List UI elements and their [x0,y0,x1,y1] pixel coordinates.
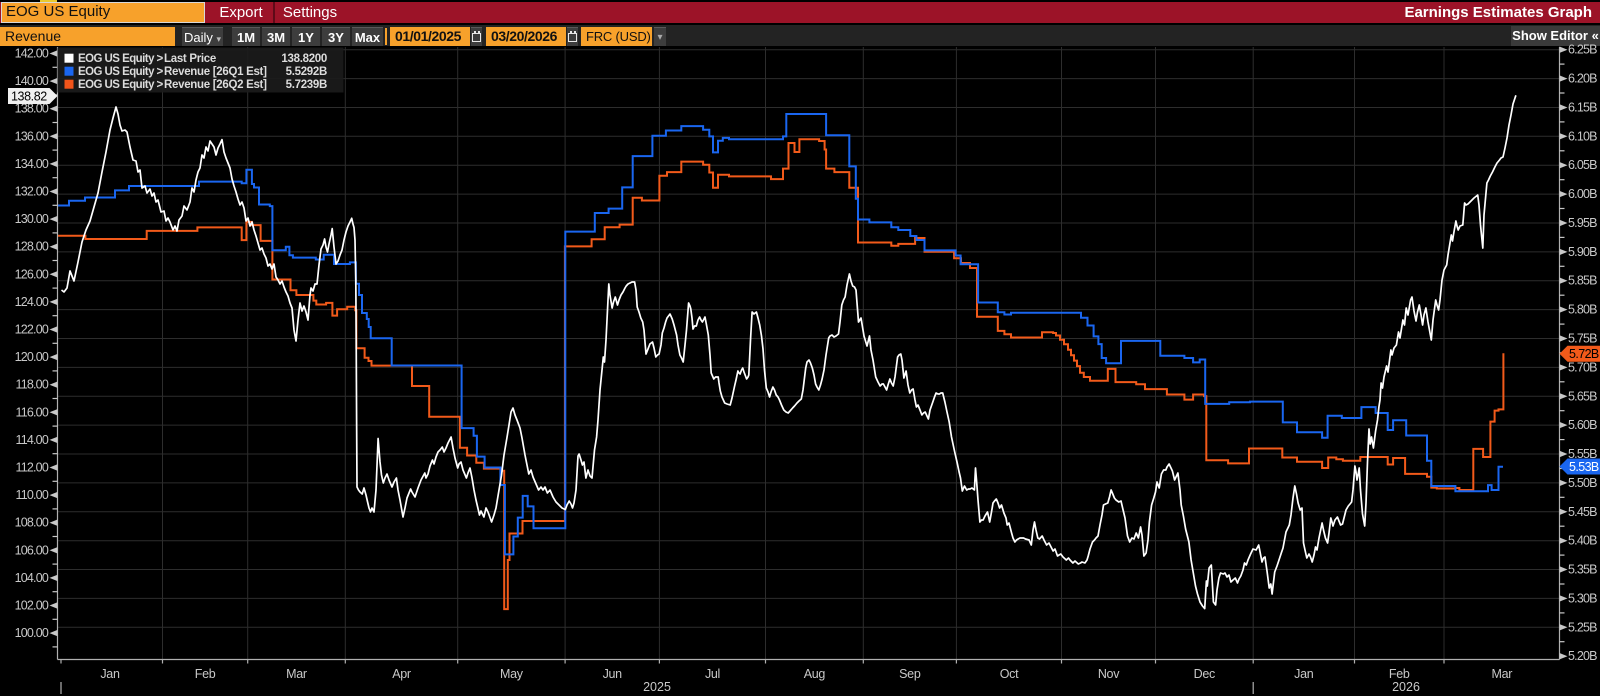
svg-text:May: May [500,667,524,681]
svg-text:5.5292B: 5.5292B [286,66,327,78]
svg-text:120.00: 120.00 [15,350,49,364]
svg-text:126.00: 126.00 [15,267,49,281]
svg-text:100.00: 100.00 [15,626,49,640]
svg-text:5.40B: 5.40B [1568,534,1597,548]
svg-text:122.00: 122.00 [15,323,49,337]
svg-text:110.00: 110.00 [15,488,48,502]
svg-text:5.55B: 5.55B [1568,447,1597,461]
svg-text:Apr: Apr [392,667,411,681]
svg-text:5.72B: 5.72B [1569,347,1599,361]
svg-text:5.35B: 5.35B [1568,563,1597,577]
svg-text:102.00: 102.00 [15,599,49,613]
svg-text:Jul: Jul [705,667,720,681]
svg-text:118.00: 118.00 [15,378,48,392]
svg-text:138.82: 138.82 [11,90,47,104]
svg-text:Feb: Feb [1389,667,1410,681]
svg-text:5.20B: 5.20B [1568,649,1597,663]
svg-text:5.85B: 5.85B [1568,274,1597,288]
svg-text:108.00: 108.00 [15,516,49,530]
svg-text:6.15B: 6.15B [1568,101,1597,115]
svg-text:5.50B: 5.50B [1568,476,1597,490]
svg-text:5.75B: 5.75B [1568,332,1597,346]
svg-text:Jan: Jan [1294,667,1314,681]
svg-text:5.80B: 5.80B [1568,303,1597,317]
svg-text:116.00: 116.00 [15,405,48,419]
svg-text:140.00: 140.00 [15,74,49,88]
svg-text:130.00: 130.00 [15,212,49,226]
svg-text:138.8200: 138.8200 [281,53,327,65]
svg-text:5.95B: 5.95B [1568,216,1597,230]
svg-text:5.30B: 5.30B [1568,591,1597,605]
svg-text:Nov: Nov [1098,667,1120,681]
svg-text:Revenue [26Q1 Est]: Revenue [26Q1 Est] [164,66,267,78]
svg-text:2025: 2025 [643,680,671,694]
svg-text:134.00: 134.00 [15,157,49,171]
svg-text:132.00: 132.00 [15,185,49,199]
svg-text:Aug: Aug [804,667,826,681]
svg-text:6.25B: 6.25B [1568,43,1597,57]
svg-text:6.20B: 6.20B [1568,72,1597,86]
svg-text:5.53B: 5.53B [1569,460,1599,474]
svg-text:EOG US Equity >: EOG US Equity > [78,79,164,91]
svg-text:5.70B: 5.70B [1568,360,1597,374]
svg-text:Oct: Oct [1000,667,1019,681]
svg-text:142.00: 142.00 [15,47,49,61]
svg-text:106.00: 106.00 [15,543,49,557]
svg-text:6.10B: 6.10B [1568,129,1597,143]
svg-text:5.25B: 5.25B [1568,620,1597,634]
svg-text:Dec: Dec [1194,667,1215,681]
svg-text:Jun: Jun [603,667,623,681]
svg-text:6.00B: 6.00B [1568,187,1597,201]
svg-text:124.00: 124.00 [15,295,49,309]
svg-text:Jan: Jan [100,667,120,681]
svg-text:Revenue [26Q2 Est]: Revenue [26Q2 Est] [164,79,267,91]
svg-text:5.65B: 5.65B [1568,389,1597,403]
svg-text:Last Price: Last Price [164,53,216,65]
svg-text:136.00: 136.00 [15,129,49,143]
svg-text:2026: 2026 [1392,680,1420,694]
svg-text:5.60B: 5.60B [1568,418,1597,432]
svg-text:112.00: 112.00 [15,461,48,475]
svg-text:EOG US Equity >: EOG US Equity > [78,53,164,65]
svg-text:Feb: Feb [195,667,216,681]
svg-text:5.7239B: 5.7239B [286,79,327,91]
svg-text:Sep: Sep [899,667,921,681]
svg-text:5.90B: 5.90B [1568,245,1597,259]
svg-text:Mar: Mar [286,667,307,681]
svg-text:Mar: Mar [1491,667,1512,681]
svg-text:138.00: 138.00 [15,102,49,116]
svg-text:6.05B: 6.05B [1568,158,1597,172]
svg-text:128.00: 128.00 [15,240,49,254]
svg-text:EOG US Equity >: EOG US Equity > [78,66,164,78]
svg-text:104.00: 104.00 [15,571,49,585]
svg-text:114.00: 114.00 [15,433,48,447]
svg-text:5.45B: 5.45B [1568,505,1597,519]
